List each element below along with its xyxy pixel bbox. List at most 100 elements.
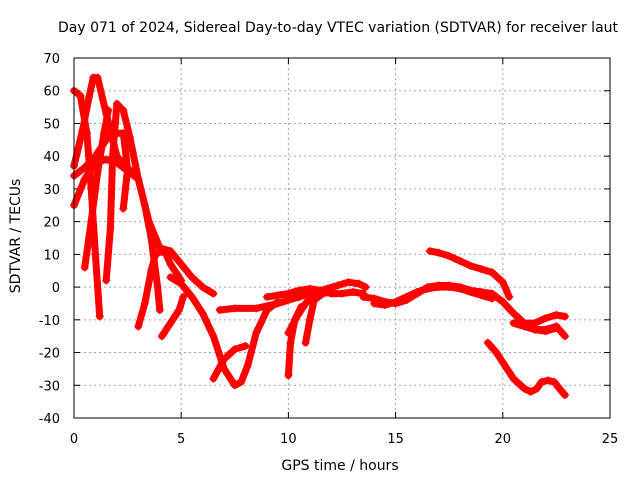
data-point-marker	[488, 268, 497, 277]
data-point-marker	[230, 381, 239, 390]
data-point-marker	[91, 152, 100, 161]
data-point-marker	[102, 276, 111, 285]
chart-title: Day 071 of 2024, Sidereal Day-to-day VTE…	[58, 20, 619, 36]
data-point-marker	[541, 325, 550, 334]
data-point-marker	[310, 296, 319, 305]
data-point-marker	[166, 273, 175, 282]
y-tick-labels: -40 -30 -20 -10 0 10 20 30 40 50 60 70	[39, 52, 60, 427]
data-point-marker	[361, 283, 370, 292]
data-point-marker	[119, 204, 128, 213]
data-point-marker	[413, 288, 422, 296]
data-point-marker	[509, 309, 518, 318]
data-point-marker	[530, 325, 539, 334]
data-point-marker	[243, 361, 252, 370]
data-point-marker	[76, 91, 85, 100]
data-point-marker	[370, 299, 379, 308]
series-track-11	[215, 289, 314, 314]
data-point-marker	[391, 297, 400, 306]
data-point-marker	[187, 292, 196, 301]
data-point-marker	[119, 106, 128, 115]
x-tick-labels: 0 5 10 15 20 25	[70, 432, 618, 447]
data-point-marker	[455, 256, 464, 265]
data-point-marker	[286, 338, 295, 347]
series-track-15	[301, 288, 336, 347]
x-tick-label: 10	[280, 432, 297, 447]
data-point-marker	[348, 288, 357, 296]
data-point-marker	[177, 260, 186, 269]
data-point-marker	[237, 378, 246, 386]
data-point-marker	[91, 250, 100, 259]
series-line	[70, 129, 132, 212]
y-tick-label: 40	[43, 150, 60, 165]
data-point-marker	[80, 263, 89, 272]
series-line	[102, 100, 217, 298]
data-point-marker	[179, 292, 188, 301]
data-point-marker	[85, 93, 94, 102]
y-tick-label: -40	[39, 412, 60, 427]
series-line	[134, 247, 185, 330]
data-point-marker	[466, 261, 475, 270]
data-point-marker	[95, 312, 104, 321]
data-point-marker	[344, 278, 353, 287]
data-point-marker	[505, 292, 514, 301]
data-point-marker	[157, 247, 166, 256]
data-point-marker	[509, 319, 518, 328]
data-point-marker	[80, 175, 89, 184]
data-point-marker	[209, 332, 218, 341]
data-point-marker	[166, 247, 175, 256]
data-point-marker	[477, 291, 486, 300]
data-point-marker	[215, 306, 224, 314]
data-point-marker	[93, 168, 102, 177]
series-track-9	[166, 273, 282, 390]
data-point-marker	[355, 279, 364, 288]
data-point-marker	[93, 73, 102, 82]
data-point-marker	[166, 260, 175, 269]
series-track-8	[157, 292, 188, 341]
series-track-5	[102, 99, 218, 298]
data-point-marker	[552, 322, 561, 331]
data-point-marker	[552, 310, 561, 319]
x-tick-label: 15	[387, 432, 404, 447]
series-line	[209, 342, 249, 383]
data-point-marker	[273, 291, 282, 300]
data-point-marker	[102, 135, 111, 144]
data-point-marker	[273, 299, 282, 308]
data-point-marker	[100, 129, 109, 138]
data-point-marker	[455, 284, 464, 293]
data-point-marker	[301, 299, 310, 308]
data-point-marker	[425, 247, 434, 256]
data-point-marker	[402, 292, 411, 301]
data-point-marker	[560, 391, 569, 400]
y-tick-label: -20	[39, 347, 60, 362]
series-track-18	[425, 247, 514, 301]
x-axis-label: GPS time / hours	[281, 458, 398, 474]
data-point-marker	[423, 284, 432, 293]
data-point-marker	[477, 265, 486, 274]
data-point-marker	[466, 288, 475, 296]
x-tick-label: 0	[70, 432, 78, 447]
data-point-marker	[104, 106, 113, 115]
data-point-marker	[175, 306, 184, 314]
y-tick-label: 0	[52, 281, 60, 296]
data-point-marker	[305, 315, 314, 324]
data-point-marker	[445, 283, 454, 292]
data-point-marker	[134, 322, 143, 331]
data-point-marker	[230, 304, 239, 313]
data-point-marker	[434, 248, 443, 257]
data-point-marker	[284, 289, 293, 298]
series-track-20	[520, 310, 569, 328]
data-point-marker	[80, 163, 89, 172]
data-point-marker	[301, 338, 310, 347]
data-point-marker	[87, 217, 96, 226]
data-point-marker	[338, 289, 346, 298]
y-tick-label: 70	[43, 52, 60, 67]
data-point-marker	[102, 155, 111, 164]
data-point-marker	[445, 252, 454, 260]
y-tick-label: -30	[39, 379, 60, 394]
data-point-marker	[292, 312, 301, 321]
data-point-marker	[198, 309, 207, 318]
data-point-marker	[284, 328, 293, 337]
series-layer	[70, 73, 569, 400]
data-point-marker	[556, 386, 565, 395]
data-point-marker	[157, 332, 166, 341]
